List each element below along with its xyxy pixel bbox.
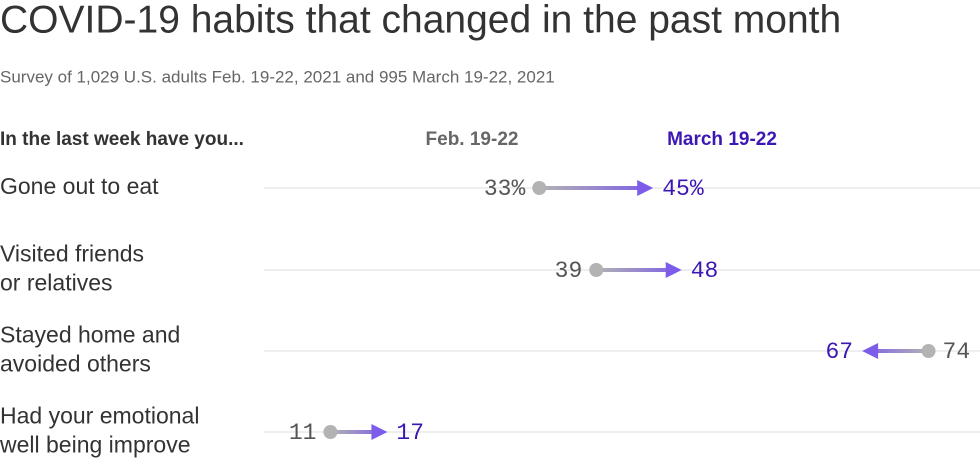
- value-label: 74: [943, 339, 971, 365]
- category-label: or relatives: [0, 270, 112, 296]
- column-header: In the last week have you...: [0, 129, 244, 150]
- arrow-head: [371, 424, 388, 440]
- category-label: Had your emotional: [0, 403, 199, 429]
- category-label: Gone out to eat: [0, 173, 159, 199]
- legend-label: Feb. 19-22: [426, 129, 519, 150]
- value-label: 67: [825, 339, 853, 365]
- start-dot: [532, 181, 547, 195]
- value-label: 39: [555, 258, 583, 284]
- chart-title: COVID-19 habits that changed in the past…: [0, 0, 841, 41]
- category-label: well being improve: [0, 432, 190, 458]
- category-label: avoided others: [0, 351, 151, 377]
- arrow-head: [637, 180, 654, 196]
- value-label: 17: [396, 420, 424, 446]
- value-label: 11: [289, 420, 317, 446]
- value-label: 33%: [484, 176, 526, 202]
- category-label: Visited friends: [0, 241, 144, 267]
- arrow-head: [665, 262, 682, 278]
- start-dot: [921, 344, 936, 358]
- value-label: 45%: [662, 176, 704, 202]
- chart-subtitle: Survey of 1,029 U.S. adults Feb. 19-22, …: [0, 67, 555, 86]
- category-label: Stayed home and: [0, 322, 180, 348]
- value-label: 48: [691, 258, 719, 284]
- start-dot: [323, 425, 338, 439]
- legend-label: March 19-22: [667, 129, 777, 150]
- arrow-head: [862, 343, 879, 359]
- start-dot: [589, 263, 604, 277]
